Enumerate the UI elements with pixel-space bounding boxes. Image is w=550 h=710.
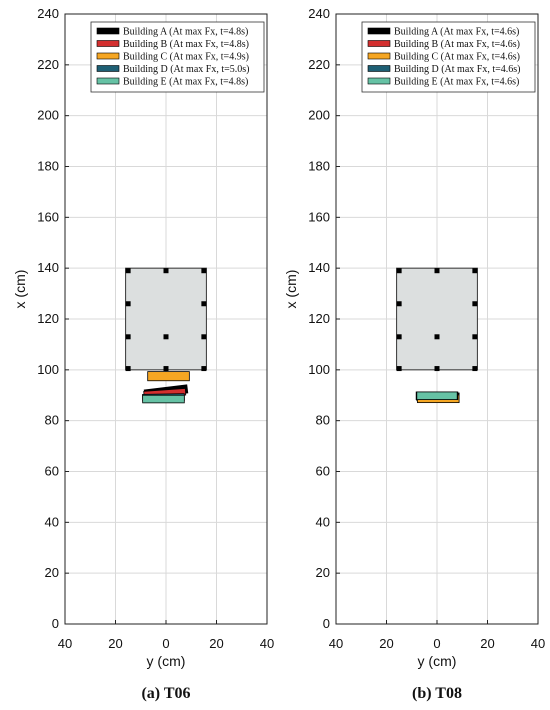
column-marker <box>396 301 402 307</box>
y-axis-label: x (cm) <box>12 270 28 309</box>
column-marker <box>125 301 131 307</box>
y-tick-label: 180 <box>308 159 330 174</box>
y-tick-label: 80 <box>316 413 330 428</box>
column-marker <box>472 268 478 274</box>
column-marker <box>125 334 131 340</box>
y-tick-label: 0 <box>323 616 330 631</box>
legend-swatch-e <box>367 77 391 85</box>
y-tick-label: 20 <box>316 565 330 580</box>
x-tick-label: 20 <box>379 636 393 651</box>
column-marker <box>163 268 169 274</box>
y-tick-label: 220 <box>308 57 330 72</box>
column-marker <box>201 334 207 340</box>
obstacle-block <box>125 267 207 371</box>
column-marker <box>396 334 402 340</box>
legend-label-a: Building A (At max Fx, t=4.8s) <box>123 27 248 38</box>
y-tick-label: 180 <box>37 159 59 174</box>
legend-swatch-a <box>96 27 120 35</box>
x-tick-label: 20 <box>480 636 494 651</box>
y-axis-label: x (cm) <box>283 270 299 309</box>
legend-label-e: Building E (At max Fx, t=4.8s) <box>123 77 248 88</box>
column-marker <box>396 366 402 372</box>
y-tick-label: 200 <box>308 108 330 123</box>
y-tick-label: 60 <box>45 464 59 479</box>
legend-label-b: Building B (At max Fx, t=4.6s) <box>394 39 520 50</box>
legend-swatch-d <box>367 65 391 72</box>
x-axis-label: y (cm) <box>418 653 457 669</box>
y-tick-label: 160 <box>308 209 330 224</box>
obstacle-block <box>396 267 478 371</box>
y-tick-label: 220 <box>37 57 59 72</box>
y-tick-label: 40 <box>45 514 59 529</box>
legend-swatch-e <box>96 77 120 85</box>
column-marker <box>472 301 478 307</box>
y-tick-label: 100 <box>37 362 59 377</box>
building-e <box>142 394 185 404</box>
x-axis-label: y (cm) <box>147 653 186 669</box>
x-tick-label: 0 <box>162 636 169 651</box>
building-c <box>147 371 190 382</box>
x-tick-label: 0 <box>433 636 440 651</box>
y-tick-label: 160 <box>37 209 59 224</box>
x-tick-label: 20 <box>108 636 122 651</box>
y-tick-label: 140 <box>308 260 330 275</box>
y-tick-label: 20 <box>45 565 59 580</box>
legend-label-c: Building C (At max Fx, t=4.9s) <box>123 52 249 63</box>
y-tick-label: 200 <box>37 108 59 123</box>
building-e <box>416 391 458 400</box>
column-marker <box>163 334 169 340</box>
x-tick-label: 40 <box>58 636 72 651</box>
legend-swatch-c <box>96 52 120 60</box>
legend-label-d: Building D (At max Fx, t=4.6s) <box>394 64 520 75</box>
legend-label-c: Building C (At max Fx, t=4.6s) <box>394 52 520 63</box>
column-marker <box>472 334 478 340</box>
y-tick-label: 100 <box>308 362 330 377</box>
column-marker <box>201 268 207 274</box>
y-tick-label: 40 <box>316 514 330 529</box>
y-tick-label: 140 <box>37 260 59 275</box>
legend-swatch-c <box>367 52 391 60</box>
y-tick-label: 0 <box>52 616 59 631</box>
y-tick-label: 120 <box>308 311 330 326</box>
x-tick-label: 20 <box>209 636 223 651</box>
legend-label-e: Building E (At max Fx, t=4.6s) <box>394 77 519 88</box>
y-tick-label: 120 <box>37 311 59 326</box>
column-marker <box>434 366 440 372</box>
legend-swatch-d <box>96 65 120 72</box>
panel-caption: (b) T08 <box>412 685 462 702</box>
column-marker <box>163 366 169 372</box>
column-marker <box>125 366 131 372</box>
column-marker <box>434 334 440 340</box>
legend-label-d: Building D (At max Fx, t=5.0s) <box>123 64 249 75</box>
legend-swatch-a <box>367 27 391 35</box>
column-marker <box>125 268 131 274</box>
x-tick-label: 40 <box>531 636 545 651</box>
y-tick-label: 60 <box>316 464 330 479</box>
legend <box>90 21 265 93</box>
y-tick-label: 80 <box>45 413 59 428</box>
y-tick-label: 240 <box>37 6 59 21</box>
legend <box>361 21 536 93</box>
x-tick-label: 40 <box>329 636 343 651</box>
column-marker <box>434 268 440 274</box>
column-marker <box>201 366 207 372</box>
column-marker <box>396 268 402 274</box>
column-marker <box>472 366 478 372</box>
legend-swatch-b <box>367 40 391 47</box>
legend-swatch-b <box>96 40 120 47</box>
legend-label-b: Building B (At max Fx, t=4.8s) <box>123 39 249 50</box>
y-tick-label: 240 <box>308 6 330 21</box>
panel-caption: (a) T06 <box>141 685 190 702</box>
column-marker <box>201 301 207 307</box>
x-tick-label: 40 <box>260 636 274 651</box>
legend-label-a: Building A (At max Fx, t=4.6s) <box>394 27 519 38</box>
